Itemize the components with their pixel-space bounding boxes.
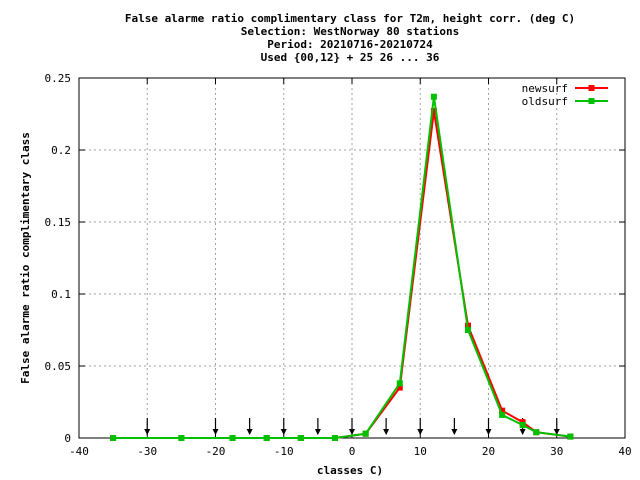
class-marker-arrowhead <box>485 429 492 435</box>
data-point-oldsurf <box>110 435 117 441</box>
data-point-oldsurf <box>499 411 506 418</box>
title-line-3: Period: 20210716-20210724 <box>267 38 433 51</box>
series-line-oldsurf <box>113 96 571 439</box>
y-tick-label: 0.2 <box>51 144 71 157</box>
class-marker-arrowhead <box>519 429 526 435</box>
data-point-oldsurf <box>567 433 574 440</box>
x-tick-label: 40 <box>618 445 631 458</box>
legend-label-newsurf: newsurf <box>522 82 568 95</box>
x-axis-label: classes C) <box>317 464 383 477</box>
data-point-newsurf <box>430 108 437 115</box>
class-marker-arrowhead <box>144 429 151 435</box>
data-point-oldsurf <box>178 435 185 441</box>
data-point-newsurf <box>396 384 403 391</box>
x-tick-label: 30 <box>550 445 563 458</box>
class-marker-arrowhead <box>349 429 355 435</box>
data-point-oldsurf <box>465 327 472 333</box>
data-point-oldsurf <box>263 435 270 441</box>
grid <box>79 78 625 438</box>
series-group <box>110 93 574 441</box>
class-markers <box>144 418 560 435</box>
class-marker-arrowhead <box>417 429 424 435</box>
data-point-oldsurf <box>331 435 338 441</box>
legend-marker-oldsurf <box>588 98 595 104</box>
series-line-newsurf <box>113 110 571 439</box>
x-tick-label: 20 <box>482 445 495 458</box>
class-marker-arrowhead <box>553 429 560 435</box>
data-point-oldsurf <box>229 435 236 441</box>
y-tick-label: 0.15 <box>45 216 72 229</box>
y-axis-label: False alarme ratio complimentary class <box>19 132 32 384</box>
x-tick-label: -10 <box>274 445 294 458</box>
class-marker-arrowhead <box>451 429 458 435</box>
title-line-2: Selection: WestNorway 80 stations <box>241 25 460 38</box>
data-point-oldsurf <box>362 430 369 437</box>
data-point-oldsurf <box>396 380 403 387</box>
class-marker-arrowhead <box>314 429 321 435</box>
x-tick-label: 0 <box>349 445 356 458</box>
legend-label-oldsurf: oldsurf <box>522 95 568 108</box>
class-marker-arrowhead <box>212 429 219 435</box>
x-tick-label: -20 <box>206 445 226 458</box>
y-tick-label: 0 <box>64 432 71 445</box>
class-marker-arrowhead <box>246 429 253 435</box>
data-point-oldsurf <box>430 93 437 100</box>
data-point-oldsurf <box>297 435 304 441</box>
class-marker-arrowhead <box>383 429 390 435</box>
data-point-oldsurf <box>519 422 526 429</box>
axis-ticks: -40 -30 -20 -10 0 10 20 30 40 0 0.05 0.1 0.15 0.2 0.25 <box>45 72 632 458</box>
y-tick-label: 0.1 <box>51 288 71 301</box>
title-line-1: False alarme ratio complimentary class f… <box>125 12 575 25</box>
x-tick-label: -40 <box>69 445 89 458</box>
title-line-4: Used {00,12} + 25 26 ... 36 <box>261 51 440 64</box>
chart-title: False alarme ratio complimentary class f… <box>125 12 575 64</box>
x-tick-label: 10 <box>414 445 427 458</box>
class-marker-arrowhead <box>280 429 287 435</box>
data-point-oldsurf <box>533 429 540 436</box>
y-tick-label: 0.05 <box>45 360 72 373</box>
y-tick-label: 0.25 <box>45 72 72 85</box>
legend-marker-newsurf <box>588 85 595 91</box>
data-point-newsurf <box>499 407 506 414</box>
x-tick-label: -30 <box>137 445 157 458</box>
